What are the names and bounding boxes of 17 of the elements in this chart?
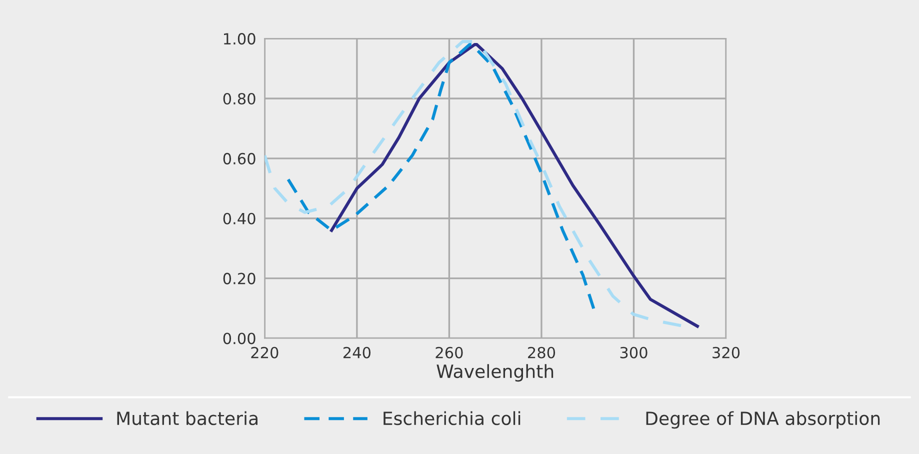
legend-label: Escherichia coli	[384, 411, 520, 426]
y-tick-label: 0.80	[223, 92, 256, 105]
y-tick-label: 0.40	[223, 212, 256, 224]
x-tick-label: 300	[620, 346, 648, 358]
y-tick-label: 1.00	[224, 33, 256, 45]
x-tick-label: 320	[712, 346, 740, 358]
x-tick-label: 280	[528, 346, 556, 358]
y-tick-label: 0.00	[223, 332, 256, 344]
y-tick-label: 0.20	[223, 272, 256, 284]
x-axis-title: Wavelenghth	[436, 364, 554, 382]
x-tick-label: 220	[251, 346, 278, 358]
legend-label: Mutant bacteria	[117, 411, 258, 426]
x-tick-label: 240	[343, 346, 371, 358]
line-series	[330, 43, 699, 328]
legend-label: Degree of DNA absorption	[646, 411, 880, 429]
x-tick-label: 260	[436, 346, 463, 358]
y-tick-label: 0.60	[223, 152, 256, 164]
